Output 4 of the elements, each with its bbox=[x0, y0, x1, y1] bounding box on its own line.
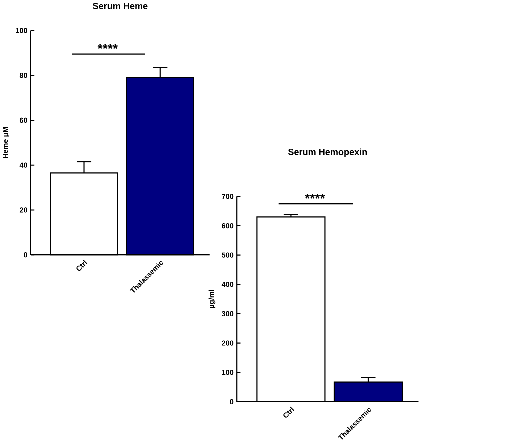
chart-title: Serum Heme bbox=[93, 2, 148, 10]
annotation: **** bbox=[305, 194, 326, 199]
annotation: **** bbox=[98, 44, 118, 50]
chart-title: Serum Hemopexin bbox=[288, 148, 368, 158]
